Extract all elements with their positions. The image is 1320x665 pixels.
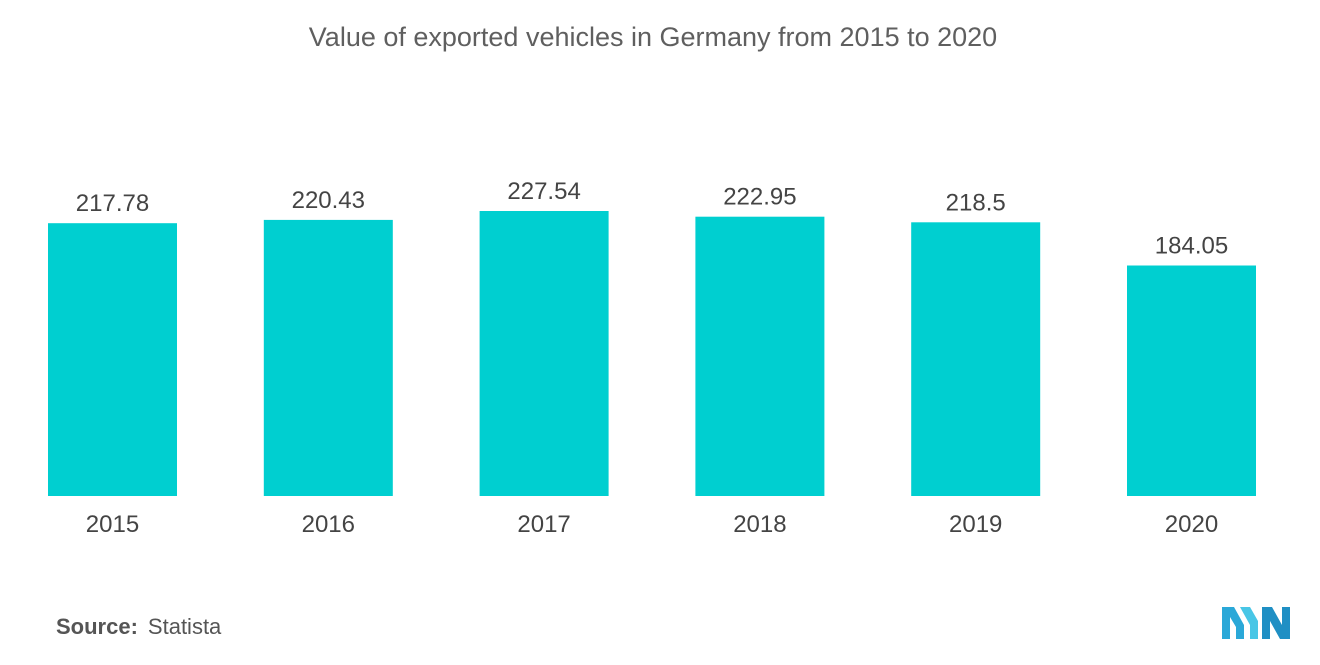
x-tick-label-2016: 2016 <box>302 511 355 538</box>
x-tick-label-2015: 2015 <box>86 511 139 538</box>
bar-2017 <box>479 211 609 496</box>
value-label-2016: 220.43 <box>292 187 365 214</box>
chart-title: Value of exported vehicles in Germany fr… <box>308 22 998 52</box>
x-tick-label-2020: 2020 <box>1165 511 1218 538</box>
source-attribution: Source: Statista <box>56 614 221 640</box>
source-value: Statista <box>147 614 222 639</box>
bar-2016 <box>263 219 393 496</box>
bar-2015 <box>48 223 177 496</box>
source-label: Source: <box>56 614 138 639</box>
x-tick-label-2019: 2019 <box>949 511 1002 538</box>
value-label-2015: 217.78 <box>76 190 149 217</box>
value-label-2020: 184.05 <box>1155 233 1228 260</box>
x-tick-label-2017: 2017 <box>517 511 570 538</box>
x-tick-label-2018: 2018 <box>733 511 786 538</box>
value-label-2019: 218.5 <box>946 189 1006 216</box>
bar-2018 <box>695 216 825 496</box>
value-label-2018: 222.95 <box>723 184 796 211</box>
bar-chart: 217.78 2015 220.43 2016 227.54 2017 222.95 2018… <box>48 178 1256 538</box>
mordor-intelligence-logo-icon <box>1222 607 1290 639</box>
value-label-2017: 227.54 <box>507 178 580 205</box>
bar-2019 <box>911 222 1041 497</box>
bar-2020 <box>1127 265 1256 496</box>
